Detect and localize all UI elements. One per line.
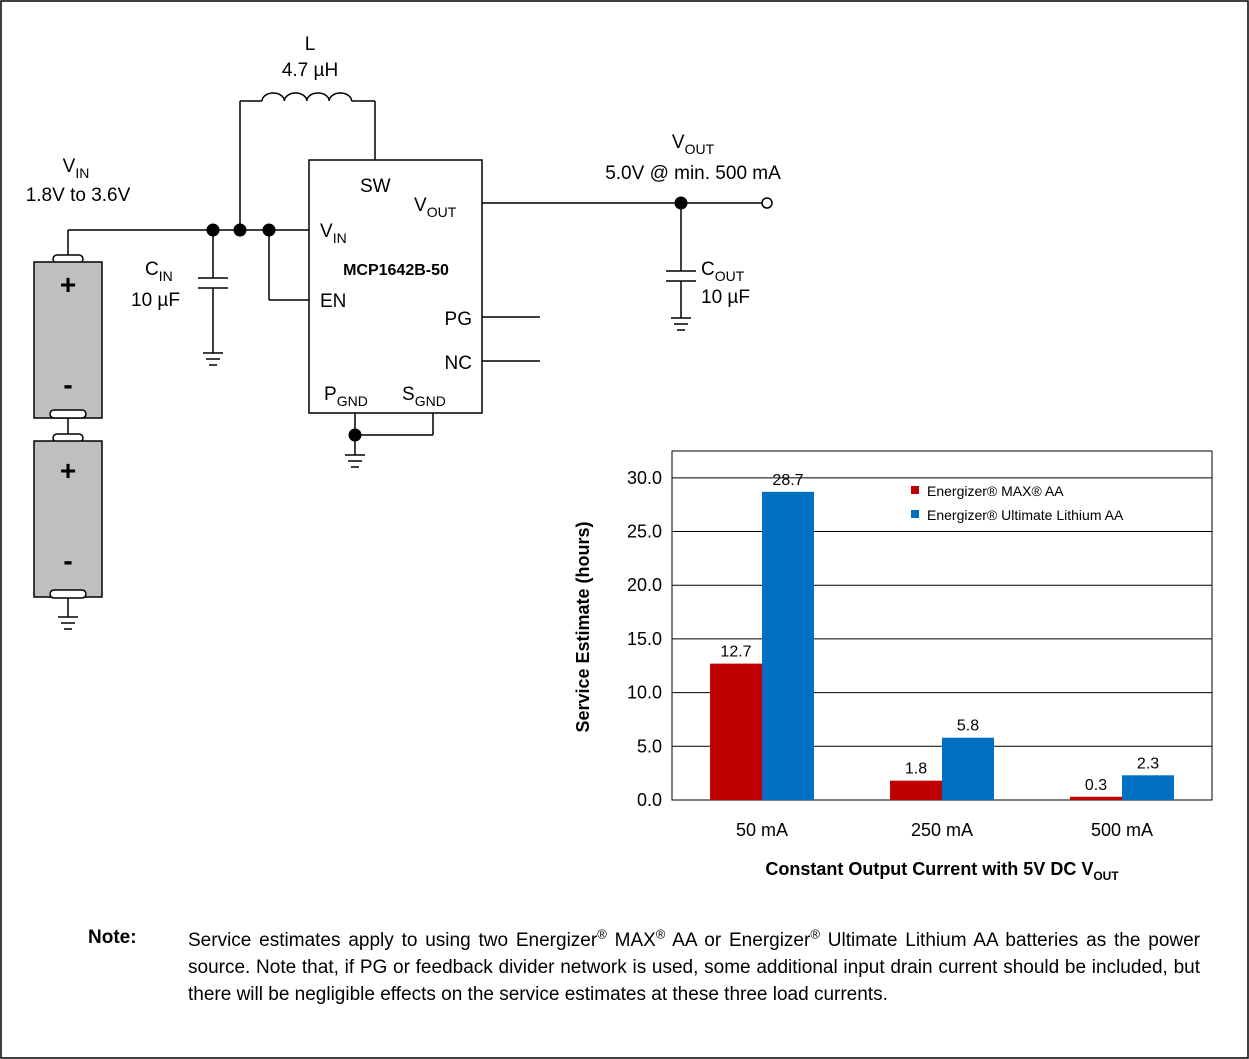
legend-swatch-max <box>911 486 919 494</box>
vin-range: 1.8V to 3.6V <box>26 185 131 206</box>
battery-bottom <box>33 433 103 599</box>
cout-value: 10 µF <box>701 287 750 308</box>
chart-legend: Energizer® MAX® AA Energizer® Ultimate L… <box>911 483 1124 523</box>
vin-label: VIN <box>63 156 90 181</box>
pin-sw: SW <box>360 176 391 197</box>
cin-capacitor <box>198 230 228 366</box>
cin-value: 10 µF <box>131 290 180 311</box>
battery-top-plus: + <box>60 269 76 300</box>
bar-value-label: 12.7 <box>720 644 751 661</box>
y-tick-label: 10.0 <box>627 683 662 703</box>
ic-part-number: MCP1642B-50 <box>343 262 449 279</box>
vin-rail <box>67 229 309 301</box>
note-label: Note: <box>88 927 137 948</box>
bar-value-label: 0.3 <box>1085 777 1107 794</box>
bar-lithium-2 <box>1122 775 1174 800</box>
chart-y-axis-title: Service Estimate (hours) <box>573 521 593 732</box>
vout-label: VOUT <box>672 132 715 157</box>
battery-top-minus: - <box>63 369 72 400</box>
y-tick-label: 20.0 <box>627 575 662 595</box>
y-tick-label: 15.0 <box>627 629 662 649</box>
cout-label: COUT <box>701 259 745 284</box>
bar-value-label: 5.8 <box>957 718 979 735</box>
bar-lithium-1 <box>942 737 994 800</box>
pin-en: EN <box>320 291 346 312</box>
x-tick-label: 50 mA <box>736 820 788 840</box>
y-tick-label: 0.0 <box>637 790 662 810</box>
pin-pgnd: PGND <box>324 384 368 409</box>
service-estimate-chart: 0.0 5.0 10.0 15.0 20.0 25.0 30.0 12.7 28.7 1.8 5.… <box>573 450 1213 883</box>
bar-value-label: 1.8 <box>905 761 927 778</box>
x-tick-label: 500 mA <box>1091 820 1153 840</box>
y-tick-label: 25.0 <box>627 522 662 542</box>
vout-rail <box>482 197 773 331</box>
bar-value-label: 28.7 <box>772 472 803 489</box>
battery-bottom-minus: - <box>63 545 72 576</box>
bar-max-0 <box>710 663 762 800</box>
chart-value-labels: 12.7 28.7 1.8 5.8 0.3 2.3 <box>720 472 1159 794</box>
pin-sgnd: SGND <box>402 384 446 409</box>
x-tick-label: 250 mA <box>911 820 973 840</box>
y-tick-label: 5.0 <box>637 736 662 756</box>
pin-vin: VIN <box>320 221 347 246</box>
inductor-name: L <box>305 34 316 55</box>
inductor-value: 4.7 µH <box>282 60 338 81</box>
legend-label-max: Energizer® MAX® AA <box>927 483 1064 499</box>
chart-y-ticks: 0.0 5.0 10.0 15.0 20.0 25.0 30.0 <box>627 468 662 810</box>
note-text: Service estimates apply to using two Ene… <box>188 926 1201 1005</box>
ic-body <box>308 159 483 414</box>
bar-lithium-0 <box>762 491 814 800</box>
schematic-labels: L 4.7 µH VIN 1.8V to 3.6V CIN 10 µF VOUT… <box>26 34 781 576</box>
legend-label-lithium: Energizer® Ultimate Lithium AA <box>927 507 1124 523</box>
inductor-symbol <box>239 92 376 230</box>
legend-swatch-lithium <box>911 510 919 518</box>
chart-x-ticks: 50 mA 250 mA 500 mA <box>736 820 1153 840</box>
bar-value-label: 2.3 <box>1137 755 1159 772</box>
vout-spec: 5.0V @ min. 500 mA <box>605 163 781 184</box>
schematic <box>33 92 773 630</box>
chart-x-axis-title: Constant Output Current with 5V DC VOUT <box>765 859 1119 883</box>
battery-ground <box>58 598 78 630</box>
pin-nc: NC <box>445 353 472 374</box>
y-tick-label: 30.0 <box>627 468 662 488</box>
battery-bottom-plus: + <box>60 455 76 486</box>
bar-max-2 <box>1070 796 1122 800</box>
pin-pg: PG <box>445 309 472 330</box>
junction-dots <box>206 196 688 442</box>
chart-bars <box>710 491 1174 800</box>
pin-vout: VOUT <box>414 195 457 220</box>
cin-label: CIN <box>145 259 173 284</box>
bar-max-1 <box>890 780 942 800</box>
